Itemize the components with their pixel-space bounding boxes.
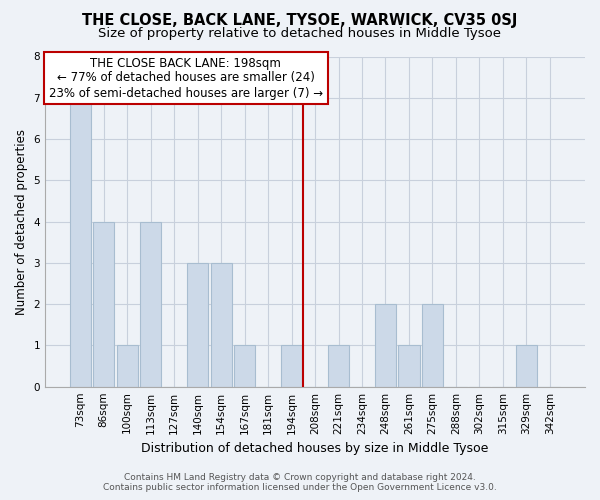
Bar — [140, 222, 161, 386]
X-axis label: Distribution of detached houses by size in Middle Tysoe: Distribution of detached houses by size … — [142, 442, 489, 455]
Bar — [93, 222, 114, 386]
Bar — [187, 263, 208, 386]
Text: THE CLOSE, BACK LANE, TYSOE, WARWICK, CV35 0SJ: THE CLOSE, BACK LANE, TYSOE, WARWICK, CV… — [82, 12, 518, 28]
Text: Size of property relative to detached houses in Middle Tysoe: Size of property relative to detached ho… — [98, 28, 502, 40]
Bar — [116, 346, 137, 387]
Bar — [281, 346, 302, 387]
Text: THE CLOSE BACK LANE: 198sqm
← 77% of detached houses are smaller (24)
23% of sem: THE CLOSE BACK LANE: 198sqm ← 77% of det… — [49, 56, 323, 100]
Bar — [516, 346, 537, 387]
Bar — [398, 346, 419, 387]
Bar — [422, 304, 443, 386]
Y-axis label: Number of detached properties: Number of detached properties — [15, 128, 28, 314]
Bar — [211, 263, 232, 386]
Bar — [234, 346, 255, 387]
Bar — [328, 346, 349, 387]
Bar — [375, 304, 396, 386]
Bar — [70, 98, 91, 386]
Text: Contains HM Land Registry data © Crown copyright and database right 2024.
Contai: Contains HM Land Registry data © Crown c… — [103, 473, 497, 492]
